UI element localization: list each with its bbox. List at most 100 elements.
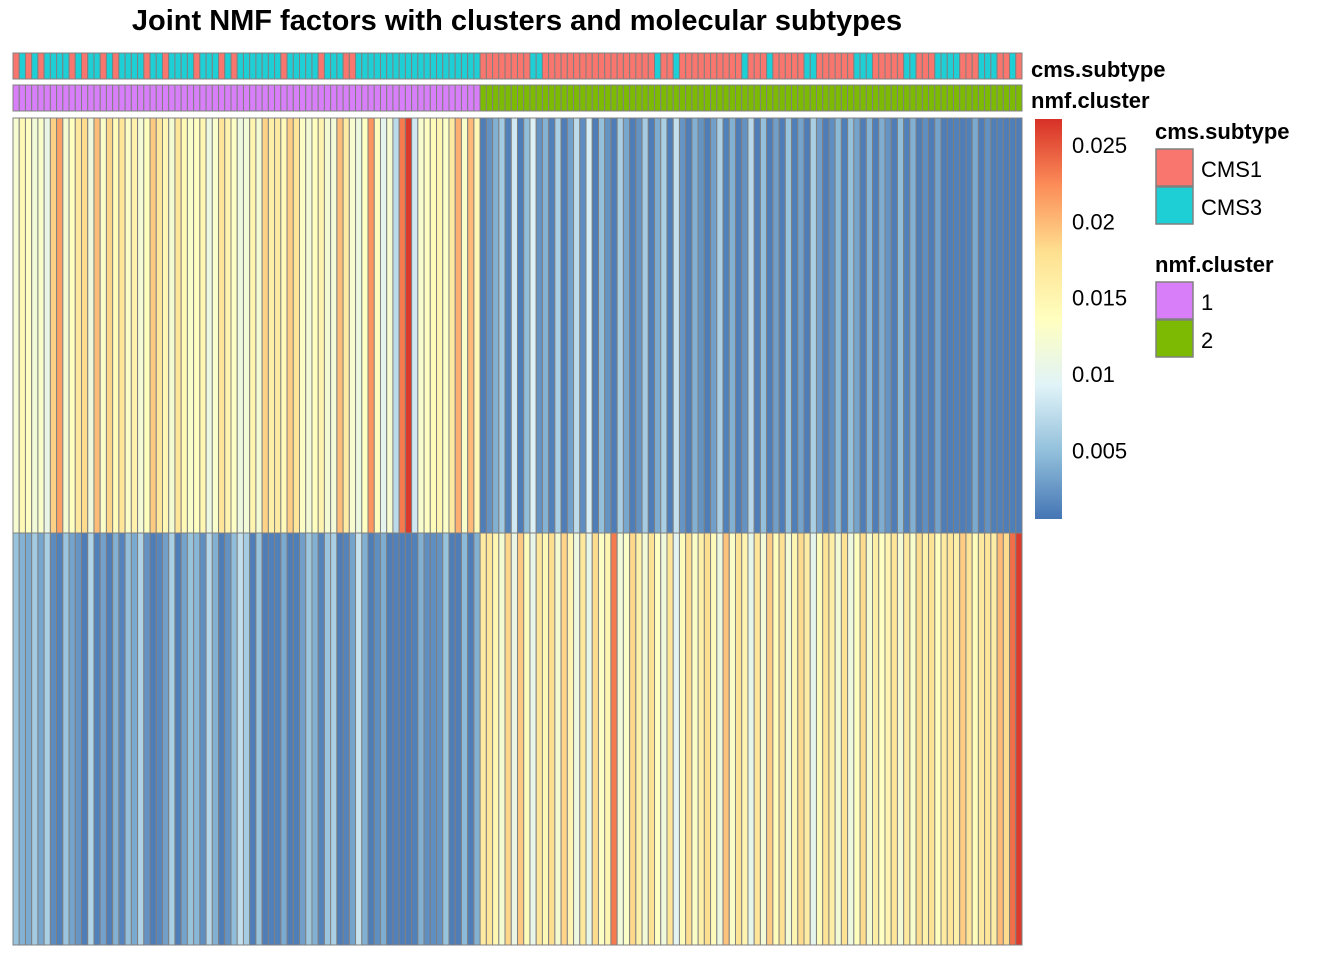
cluster-cell-1 <box>205 84 213 112</box>
heatmap-cell-factor-2 <box>311 532 319 946</box>
cms-cell-cms3 <box>411 52 419 80</box>
heatmap-cell-factor-2 <box>996 532 1004 946</box>
heatmap-cell-factor-2 <box>292 532 301 946</box>
cms-cell-cms3 <box>74 52 83 80</box>
cluster-cell-1 <box>236 84 244 112</box>
legend-cms-subtype: cms.subtype CMS1 CMS3 <box>1155 119 1290 225</box>
heatmap-cell-factor-2 <box>155 532 163 946</box>
heatmap-cell-factor-1 <box>672 117 680 534</box>
cms-cell-cms3 <box>460 52 469 80</box>
heatmap-cell-factor-2 <box>566 532 575 946</box>
heatmap-cell-factor-1 <box>392 117 400 534</box>
heatmap-cell-factor-1 <box>348 117 357 534</box>
legend-nmf-cluster: nmf.cluster 1 2 <box>1155 252 1274 358</box>
heatmap-cell-factor-2 <box>803 532 811 946</box>
cluster-cell-1 <box>130 84 139 112</box>
heatmap-cell-factor-2 <box>797 532 805 946</box>
heatmap-cell-factor-2 <box>791 532 799 946</box>
cms-cell-cms1 <box>193 52 201 80</box>
cms-cell-cms1 <box>641 52 649 80</box>
heatmap-cell-factor-2 <box>728 532 736 946</box>
cms-cell-cms1 <box>772 52 780 80</box>
heatmap-cell-factor-2 <box>597 532 606 946</box>
cluster-cell-1 <box>404 84 413 112</box>
cluster-cell-2 <box>996 84 1004 112</box>
heatmap-cell-factor-1 <box>597 117 606 534</box>
cms-cell-cms1 <box>921 52 930 80</box>
heatmap-cell-factor-2 <box>778 532 786 946</box>
cluster-cell-2 <box>940 84 948 112</box>
heatmap-cell-factor-2 <box>255 532 263 946</box>
cms-subtype-track <box>12 52 1023 80</box>
heatmap-cell-factor-2 <box>130 532 139 946</box>
heatmap-cell-factor-1 <box>548 117 556 534</box>
heatmap-cell-factor-1 <box>903 117 911 534</box>
cms-cell-cms3 <box>31 52 39 80</box>
color-scale-tick-label: 0.01 <box>1072 362 1115 387</box>
cluster-cell-2 <box>840 84 849 112</box>
cluster-cell-1 <box>161 84 170 112</box>
heatmap-cell-factor-1 <box>479 117 487 534</box>
heatmap-cell-factor-2 <box>710 532 718 946</box>
cluster-cell-2 <box>604 84 612 112</box>
heatmap-cell-factor-1 <box>323 117 332 534</box>
heatmap-cell-factor-1 <box>896 117 905 534</box>
heatmap-cell-factor-1 <box>697 117 705 534</box>
heatmap-cell-factor-1 <box>249 117 257 534</box>
cluster-cell-1 <box>137 84 145 112</box>
heatmap-cell-factor-1 <box>473 117 481 534</box>
cluster-cell-2 <box>597 84 606 112</box>
heatmap-cell-factor-2 <box>429 532 438 946</box>
heatmap-cell-factor-1 <box>261 117 269 534</box>
cluster-cell-1 <box>429 84 438 112</box>
heatmap-cell-factor-2 <box>541 532 550 946</box>
heatmap-cell-factor-2 <box>965 532 973 946</box>
cms-cell-cms1 <box>753 52 761 80</box>
cluster-cell-2 <box>703 84 712 112</box>
cms-cell-cms3 <box>355 52 363 80</box>
cluster-cell-1 <box>373 84 381 112</box>
heatmap-cell-factor-1 <box>99 117 107 534</box>
heatmap-cell-factor-2 <box>361 532 369 946</box>
cluster-cell-1 <box>43 84 51 112</box>
cluster-cell-2 <box>803 84 811 112</box>
heatmap-cell-factor-1 <box>274 117 282 534</box>
cms-cell-cms1 <box>348 52 357 80</box>
cms-cell-cms3 <box>323 52 332 80</box>
cluster-cell-2 <box>909 84 917 112</box>
heatmap-cell-factor-1 <box>840 117 849 534</box>
heatmap-cell-factor-2 <box>928 532 936 946</box>
heatmap-cell-factor-2 <box>815 532 824 946</box>
heatmap-cell-factor-2 <box>143 532 151 946</box>
cluster-cell-1 <box>199 84 207 112</box>
heatmap-cell-factor-2 <box>585 532 593 946</box>
cms-cell-cms3 <box>130 52 139 80</box>
heatmap-cell-factor-2 <box>56 532 64 946</box>
cms-cell-cms3 <box>946 52 954 80</box>
cluster-cell-1 <box>242 84 251 112</box>
cluster-cell-2 <box>629 84 637 112</box>
heatmap-cell-factor-2 <box>828 532 836 946</box>
cluster-cell-1 <box>112 84 120 112</box>
heatmap-cell-factor-1 <box>759 117 768 534</box>
cms-cell-cms3 <box>398 52 406 80</box>
heatmap-cell-factor-1 <box>504 117 512 534</box>
heatmap-cell-factor-2 <box>554 532 562 946</box>
cms-cell-cms1 <box>554 52 562 80</box>
cms-cell-cms3 <box>473 52 481 80</box>
heatmap-cell-factor-2 <box>485 532 494 946</box>
heatmap-cell-factor-1 <box>199 117 207 534</box>
cms-cell-cms3 <box>224 52 232 80</box>
cluster-cell-2 <box>566 84 575 112</box>
heatmap-cell-factor-2 <box>722 532 730 946</box>
heatmap-cell-factor-1 <box>510 117 519 534</box>
heatmap-cell-factor-2 <box>1015 532 1023 946</box>
cms-cell-cms3 <box>211 52 220 80</box>
heatmap-cell-factor-2 <box>379 532 388 946</box>
cluster-cell-1 <box>261 84 269 112</box>
cluster-cell-1 <box>81 84 89 112</box>
heatmap-cell-factor-1 <box>878 117 886 534</box>
heatmap-cell-factor-1 <box>398 117 406 534</box>
heatmap-cell-factor-1 <box>174 117 182 534</box>
